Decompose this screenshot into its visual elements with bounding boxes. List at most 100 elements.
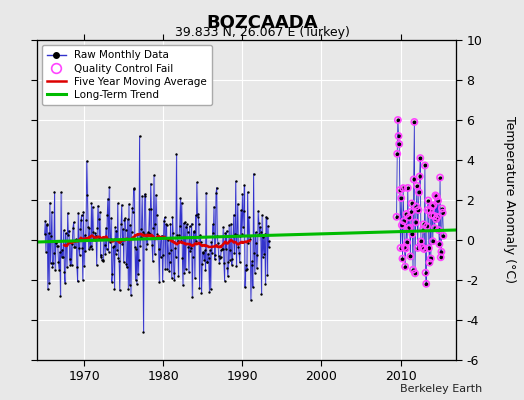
Point [171,245,179,251]
Point [424,197,432,204]
Point [230,212,238,218]
Point [400,244,409,250]
Point [75,252,84,258]
Point [422,281,430,287]
Point [125,201,133,207]
Point [121,215,129,222]
Point [133,281,141,287]
Point [191,275,199,281]
Point [224,259,233,266]
Point [415,189,423,196]
Point [104,248,113,255]
Point [421,162,429,169]
Point [50,250,58,256]
Point [167,247,176,253]
Point [263,272,271,278]
Point [242,267,250,273]
Point [63,264,71,270]
Point [104,196,112,202]
Point [402,211,411,217]
Point [145,206,154,212]
Point [199,250,208,257]
Point [66,256,74,262]
Point [230,250,238,257]
Point [397,195,406,201]
Point [158,232,166,239]
Point [194,211,202,217]
Point [153,231,161,237]
Point [155,278,163,285]
Point [179,282,187,289]
Point [215,259,223,266]
Point [252,229,260,236]
Point [214,252,223,259]
Point [422,281,430,287]
Point [398,256,407,262]
Point [403,185,412,191]
Point [424,197,432,204]
Point [199,249,207,255]
Point [79,277,87,283]
Point [144,229,152,235]
Point [434,227,443,233]
Point [416,155,424,161]
Point [42,248,50,255]
Point [127,229,136,235]
Point [78,244,86,251]
Point [196,239,205,245]
Point [231,230,239,237]
Point [198,261,206,267]
Point [419,221,428,228]
Point [423,223,431,230]
Point [436,254,445,260]
Point [205,288,214,295]
Point [392,214,401,220]
Point [433,214,442,220]
Point [393,151,401,157]
Point [221,230,230,236]
Point [147,206,156,212]
Point [149,224,158,231]
Point [438,205,446,212]
Point [166,258,174,265]
Point [68,262,76,268]
Point [76,226,84,232]
Point [208,249,216,256]
Point [161,266,169,272]
Point [116,239,125,246]
Point [152,192,160,198]
Point [430,213,438,219]
Point [172,151,181,157]
Point [428,203,436,210]
Point [67,239,75,245]
Point [101,251,110,258]
Point [399,185,407,191]
Point [423,223,431,230]
Point [84,246,93,252]
Point [140,231,148,238]
Point [409,266,417,273]
Point [211,252,220,259]
Point [210,204,218,210]
Point [139,329,148,335]
Point [424,245,433,251]
Point [96,254,105,260]
Point [134,271,143,277]
Point [120,217,128,224]
Point [214,240,222,246]
Point [91,237,99,243]
Point [263,215,271,222]
Point [396,187,404,193]
Point [142,245,150,252]
Point [427,212,435,218]
Point [229,233,237,239]
Point [432,216,440,222]
Point [81,232,89,238]
Point [150,251,159,257]
Point [99,256,107,263]
Point [59,254,67,260]
Point [436,174,444,181]
Point [431,225,439,231]
Point [416,155,424,161]
Point [193,214,202,220]
